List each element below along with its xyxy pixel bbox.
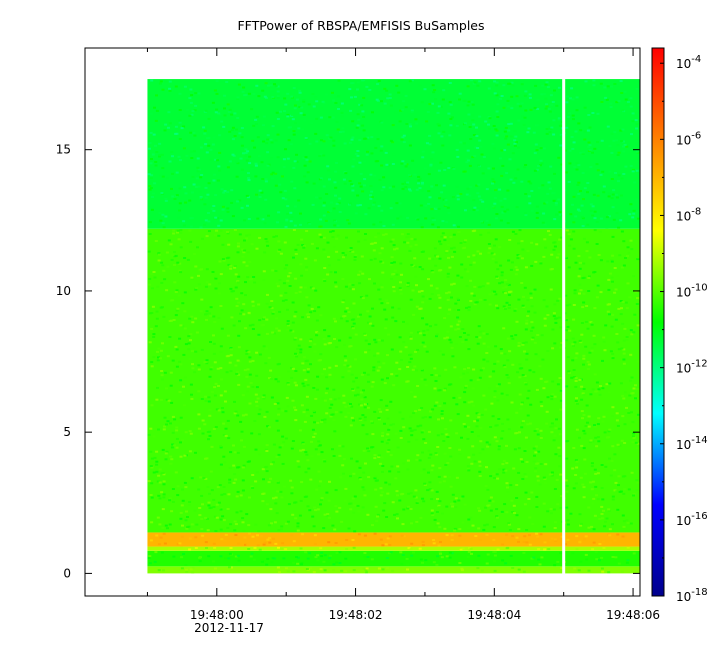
heatmap-band <box>147 550 640 567</box>
colorbar-tick-label: 10-6 <box>676 130 701 147</box>
colorbar-tick-label: 10-4 <box>676 54 701 71</box>
heatmap-texture <box>147 228 640 533</box>
y-tick-label: 15 <box>56 143 71 157</box>
plot-frame <box>84 47 641 597</box>
colorbar-tick-label: 10-8 <box>676 206 701 223</box>
x-axis: 19:48:00 19:48:02 19:48:04 19:48:06 <box>146 48 660 622</box>
heatmap-texture <box>147 550 636 567</box>
x-tick-label: 19:48:04 <box>467 608 521 622</box>
colorbar-tick-label: 10-12 <box>676 359 708 376</box>
colorbar-tick-label: 10-10 <box>676 283 708 300</box>
heatmap-texture <box>149 532 635 547</box>
heatmap-band <box>147 546 640 551</box>
y-axis: 0 5 10 15 <box>56 143 640 580</box>
heatmap-texture <box>147 79 640 229</box>
x-tick-label: 19:48:02 <box>329 608 383 622</box>
heatmap-texture <box>180 546 630 551</box>
data-gap <box>562 79 566 575</box>
colorbar-tick-label: 10-18 <box>676 587 708 604</box>
date-label: 2012-11-17 <box>194 621 264 635</box>
x-tick-label: 19:48:06 <box>606 608 660 622</box>
y-tick-label: 10 <box>56 284 71 298</box>
chart-title: FFTPower of RBSPA/EMFISIS BuSamples <box>237 18 484 33</box>
heatmap-layer <box>147 79 640 575</box>
colorbar-tick-label: 10-14 <box>676 435 708 452</box>
colorbar <box>651 47 665 597</box>
heatmap-texture <box>157 566 624 574</box>
x-tick-label: 19:48:00 <box>190 608 244 622</box>
colorbar-axis: 10-4 10-6 10-8 10-10 10-12 10-14 10-16 10-18 <box>660 54 708 604</box>
heatmap-band <box>147 566 640 574</box>
colorbar-tick-label: 10-16 <box>676 511 708 528</box>
y-tick-label: 5 <box>63 425 71 439</box>
y-tick-label: 0 <box>63 566 71 580</box>
